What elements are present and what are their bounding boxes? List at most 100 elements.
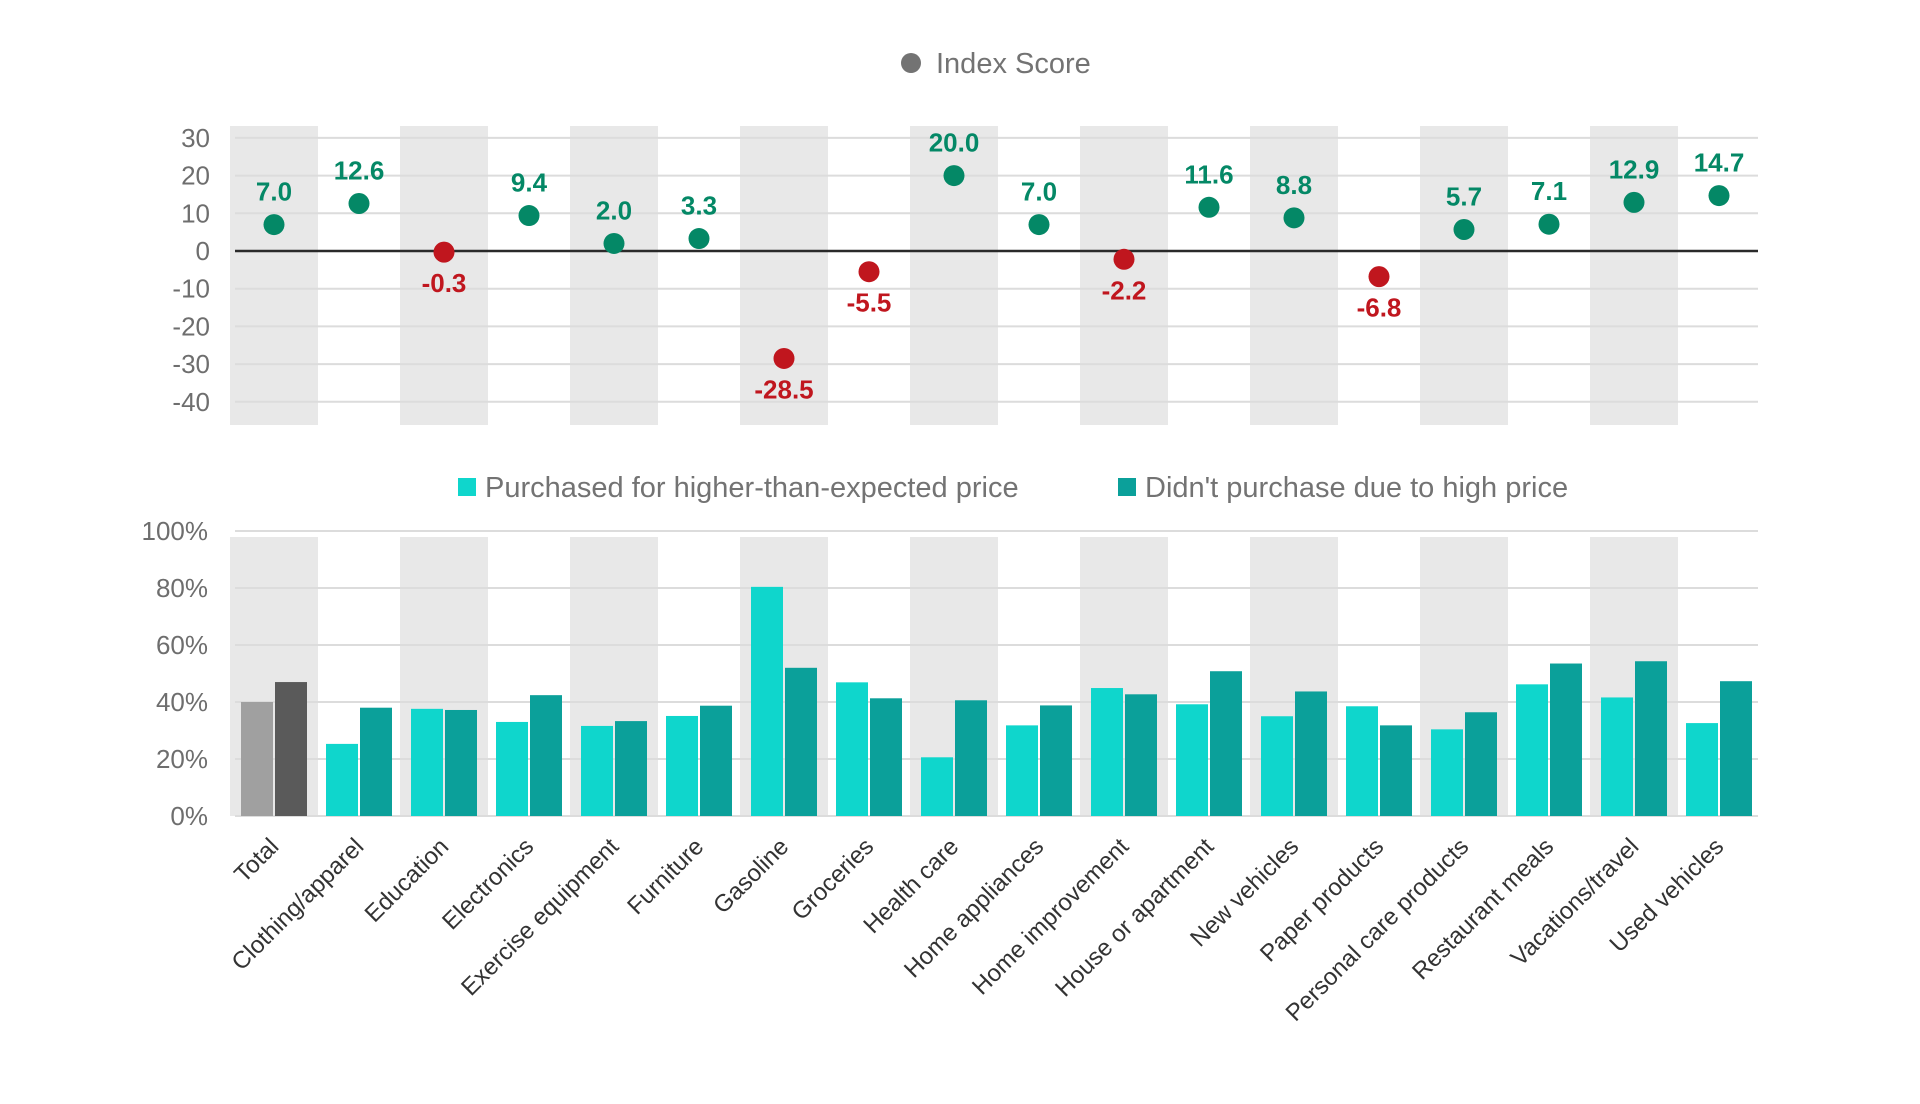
- bar-purchased: [836, 682, 868, 816]
- index-score-point: [688, 228, 710, 250]
- bar-purchased: [1006, 725, 1038, 816]
- category-band: [230, 126, 318, 425]
- index-score-label: -5.5: [847, 288, 892, 318]
- index-score-label: 20.0: [929, 128, 980, 158]
- index-score-label: 3.3: [681, 191, 717, 221]
- bar-not-purchased: [1125, 694, 1157, 816]
- index-score-label: 5.7: [1446, 182, 1482, 212]
- index-score-point: [603, 232, 625, 254]
- index-score-label: -0.3: [422, 268, 467, 298]
- index-score-point: [1283, 207, 1305, 229]
- bar-purchased: [1516, 684, 1548, 816]
- legend-swatch-purchased-icon: [458, 478, 476, 496]
- bar-not-purchased: [870, 698, 902, 816]
- index-score-label: 11.6: [1184, 159, 1233, 189]
- x-category-label: Restaurant meals: [1407, 833, 1559, 985]
- index-score-label: -2.2: [1102, 275, 1147, 305]
- index-score-point: [943, 165, 965, 187]
- y-tick-label: 100%: [142, 516, 209, 546]
- index-score-label: 7.1: [1531, 176, 1567, 206]
- bar-not-purchased: [1550, 663, 1582, 816]
- index-score-point: [773, 347, 795, 369]
- index-score-point: [1453, 219, 1475, 241]
- index-score-label: -6.8: [1357, 293, 1402, 323]
- y-tick-label: 20: [181, 161, 210, 191]
- index-score-label: 7.0: [256, 177, 292, 207]
- x-category-label: Home improvement: [967, 833, 1134, 1000]
- y-tick-label: -30: [172, 349, 210, 379]
- index-score-point: [348, 192, 370, 214]
- index-score-label: 7.0: [1021, 177, 1057, 207]
- bar-purchased: [1261, 716, 1293, 816]
- bar-legend: Purchased for higher-than-expected price…: [458, 472, 1568, 504]
- bar-purchased: [326, 743, 358, 816]
- y-tick-label: -10: [172, 274, 210, 304]
- y-tick-label: 80%: [156, 573, 208, 603]
- bar-purchased: [241, 702, 273, 816]
- index-score-label: 9.4: [511, 168, 548, 198]
- bar-not-purchased: [615, 721, 647, 816]
- bar-purchased: [1176, 704, 1208, 816]
- bar-purchased: [751, 586, 783, 816]
- bar-not-purchased: [1295, 691, 1327, 816]
- category-band: [570, 126, 658, 425]
- y-tick-label: 10: [181, 198, 210, 228]
- x-category-label: Gasoline: [708, 833, 794, 919]
- bar-not-purchased: [445, 709, 477, 816]
- y-tick-label: 0%: [170, 801, 208, 831]
- index-score-label: 12.9: [1609, 154, 1660, 184]
- index-score-point: [858, 261, 880, 283]
- index-score-plot: 30 20 10 0 -10 -20 -30 -40 7.0 12.6 -0.3 9.4 2.0 3.3 -…: [172, 123, 1758, 425]
- index-score-point: [1028, 214, 1050, 236]
- index-score-label: 2.0: [596, 195, 632, 225]
- index-score-point: [1368, 266, 1390, 288]
- bar-not-purchased: [360, 707, 392, 816]
- y-tick-label: 60%: [156, 630, 208, 660]
- index-legend-label: Index Score: [936, 48, 1091, 80]
- x-category-label: Exercise equipment: [456, 833, 624, 1001]
- y-tick-label: -40: [172, 387, 210, 417]
- y-tick-label: 40%: [156, 687, 208, 717]
- y-tick-label: 30: [181, 123, 210, 153]
- bar-purchased: [496, 721, 528, 816]
- bar-purchased: [921, 757, 953, 816]
- y-tick-label: 0: [196, 236, 210, 266]
- legend-swatch-not-purchased-icon: [1118, 478, 1136, 496]
- bar-not-purchased: [1380, 725, 1412, 816]
- index-score-point: [1113, 248, 1135, 270]
- x-category-label: House or apartment: [1050, 833, 1219, 1002]
- bar-not-purchased: [700, 705, 732, 816]
- x-category-label: Furniture: [622, 833, 709, 920]
- index-score-point: [1538, 213, 1560, 235]
- y-tick-label: -20: [172, 311, 210, 341]
- bar-not-purchased: [530, 695, 562, 816]
- bar-purchased: [581, 725, 613, 816]
- y-tick-label: 20%: [156, 744, 208, 774]
- index-score-point: [1623, 191, 1645, 213]
- legend-label-not-purchased: Didn't purchase due to high price: [1145, 472, 1568, 504]
- bar-not-purchased: [275, 682, 307, 816]
- category-band: [1420, 126, 1508, 425]
- index-score-label: -28.5: [754, 374, 813, 404]
- x-category-label: Total: [229, 833, 284, 888]
- bar-purchased: [666, 715, 698, 816]
- bar-not-purchased: [1635, 661, 1667, 816]
- index-score-label: 14.7: [1694, 148, 1745, 178]
- bar-purchased: [411, 708, 443, 816]
- index-score-point: [518, 205, 540, 227]
- bar-purchased: [1431, 729, 1463, 816]
- index-legend: Index Score: [901, 48, 1091, 80]
- bar-not-purchased: [955, 700, 987, 816]
- purchase-bar-plot: 100%80%60%40%20%0%TotalClothing/apparelE…: [142, 516, 1758, 1027]
- bar-not-purchased: [785, 667, 817, 816]
- index-score-point: [263, 214, 285, 236]
- bar-purchased: [1346, 706, 1378, 816]
- index-score-point: [433, 241, 455, 263]
- bar-not-purchased: [1040, 705, 1072, 816]
- legend-label-purchased: Purchased for higher-than-expected price: [485, 472, 1019, 504]
- bar-not-purchased: [1465, 712, 1497, 816]
- index-score-label: 8.8: [1276, 170, 1312, 200]
- bar-not-purchased: [1720, 681, 1752, 816]
- index-score-point: [1708, 185, 1730, 207]
